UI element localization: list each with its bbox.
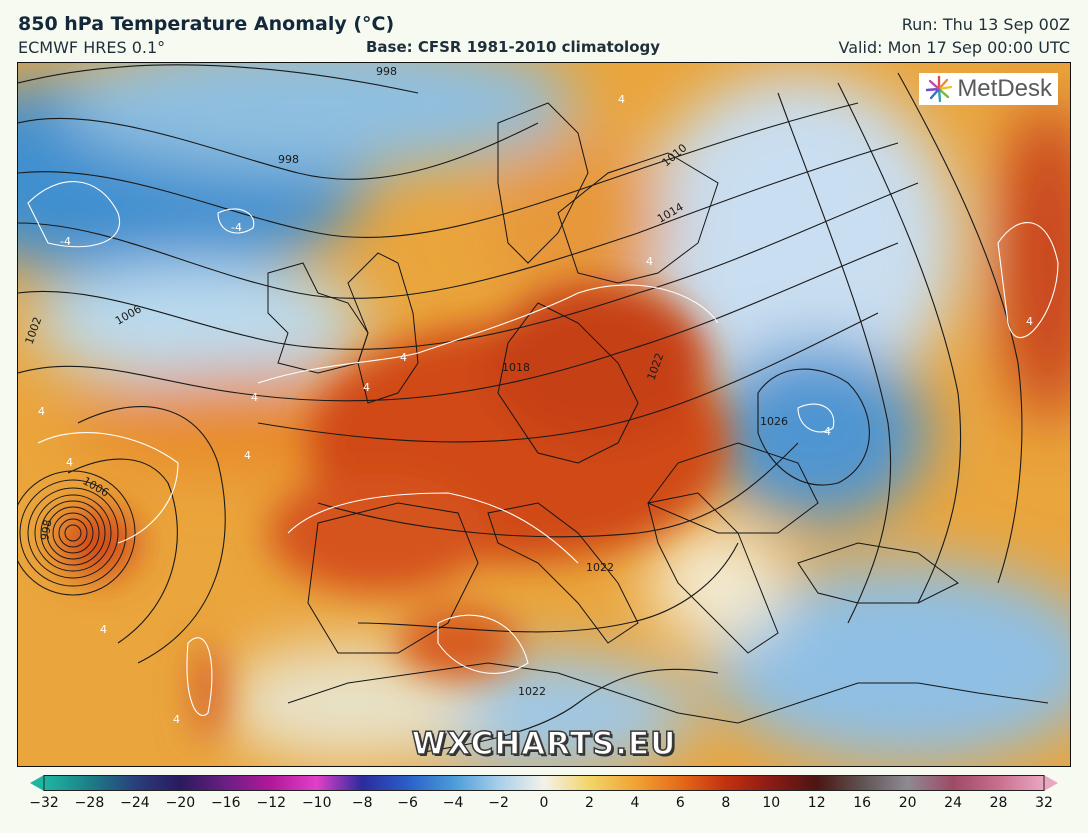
anomaly-labels: 4 -4 -4 4 4 4 4 4 -4 4 4 4 4 4 — [38, 93, 1033, 726]
anomaly-label: 4 — [38, 405, 45, 418]
isobar-label: 998 — [38, 519, 54, 542]
color-scale-ticks: −32 −28 −24 −20 −16 −12 −10 −8 −6 −4 −2 0 2 4 6 8 10 12 16… — [0, 795, 1088, 819]
color-scale-tick-label: 6 — [675, 795, 685, 811]
color-scale-tick-label: 20 — [898, 795, 917, 811]
anomaly-label: 4 — [400, 351, 407, 364]
metdesk-logo-text: MetDesk — [957, 75, 1052, 102]
color-scale-tick-label: 12 — [807, 795, 826, 811]
chart-title: 850 hPa Temperature Anomaly (°C) — [18, 13, 395, 35]
anomaly-label: 4 — [100, 623, 107, 636]
anomaly-label: 4 — [251, 391, 258, 404]
anomaly-label: -4 — [231, 221, 242, 234]
color-scale-tick-label: 28 — [989, 795, 1008, 811]
color-scale-tick-label: 4 — [630, 795, 640, 811]
run-time-label: Run: Thu 13 Sep 00Z — [901, 15, 1070, 34]
isobar-label: 1026 — [760, 415, 788, 428]
wxcharts-watermark: WXCHARTS.EU — [411, 725, 677, 763]
anomaly-contours — [27, 181, 1059, 716]
color-scale-tick-label: −24 — [120, 795, 150, 811]
color-scale-tick-label: −6 — [397, 795, 418, 811]
anomaly-label: 4 — [66, 456, 73, 469]
anomaly-label: 4 — [173, 713, 180, 726]
metdesk-burst-icon — [926, 75, 953, 103]
isobar-label: 1022 — [586, 561, 614, 574]
color-scale-tick-label: 24 — [944, 795, 962, 811]
isobar-label: 1018 — [502, 361, 530, 374]
color-scale-bar — [30, 775, 1058, 791]
color-scale-gradient — [44, 775, 1044, 791]
anomaly-label: 4 — [363, 381, 370, 394]
isobar-label: 998 — [278, 153, 299, 166]
map-canvas: 998 998 1002 1006 1006 1010 1014 1018 10… — [18, 63, 1070, 766]
isobar-label: 1022 — [518, 685, 546, 698]
color-scale-tick-label: −8 — [351, 795, 373, 811]
model-label: ECMWF HRES 0.1° — [18, 38, 166, 57]
anomaly-label: 4 — [618, 93, 625, 106]
metdesk-logo: MetDesk — [919, 73, 1058, 105]
anomaly-label: 4 — [646, 255, 653, 268]
anomaly-label: 4 — [1026, 315, 1033, 328]
color-scale-tick-label: −10 — [301, 795, 332, 811]
coastlines — [267, 102, 1049, 724]
base-climatology-label: Base: CFSR 1981-2010 climatology — [366, 38, 661, 56]
color-scale-tick-label: 2 — [584, 795, 594, 811]
color-scale-tick-label: 0 — [539, 795, 549, 811]
isobar-label: 998 — [376, 65, 397, 78]
color-scale-tick-label: 8 — [721, 795, 731, 811]
color-scale-tick-label: 32 — [1035, 795, 1053, 811]
color-scale-tick-label: −4 — [442, 795, 464, 811]
valid-time-label: Valid: Mon 17 Sep 00:00 UTC — [838, 38, 1070, 57]
low-pressure-center — [18, 470, 136, 596]
color-scale-tick-label: −16 — [211, 795, 241, 811]
color-scale-max-arrow — [1044, 775, 1058, 791]
color-scale-tick-label: 10 — [762, 795, 781, 811]
color-scale-tick-label: −32 — [29, 795, 59, 811]
anomaly-label: -4 — [60, 235, 71, 248]
anomaly-label: 4 — [244, 449, 251, 462]
color-scale-tick-label: 16 — [853, 795, 872, 811]
color-scale-tick-label: −20 — [165, 795, 196, 811]
isobars — [18, 64, 1023, 754]
color-scale-tick-label: −28 — [74, 795, 105, 811]
color-scale-min-arrow — [30, 775, 44, 791]
cold-anomaly-east-europe — [708, 343, 928, 523]
color-scale-tick-label: −2 — [488, 795, 509, 811]
color-scale-tick-label: −12 — [256, 795, 287, 811]
anomaly-map: 998 998 1002 1006 1006 1010 1014 1018 10… — [17, 62, 1071, 767]
anomaly-label: -4 — [820, 425, 831, 438]
